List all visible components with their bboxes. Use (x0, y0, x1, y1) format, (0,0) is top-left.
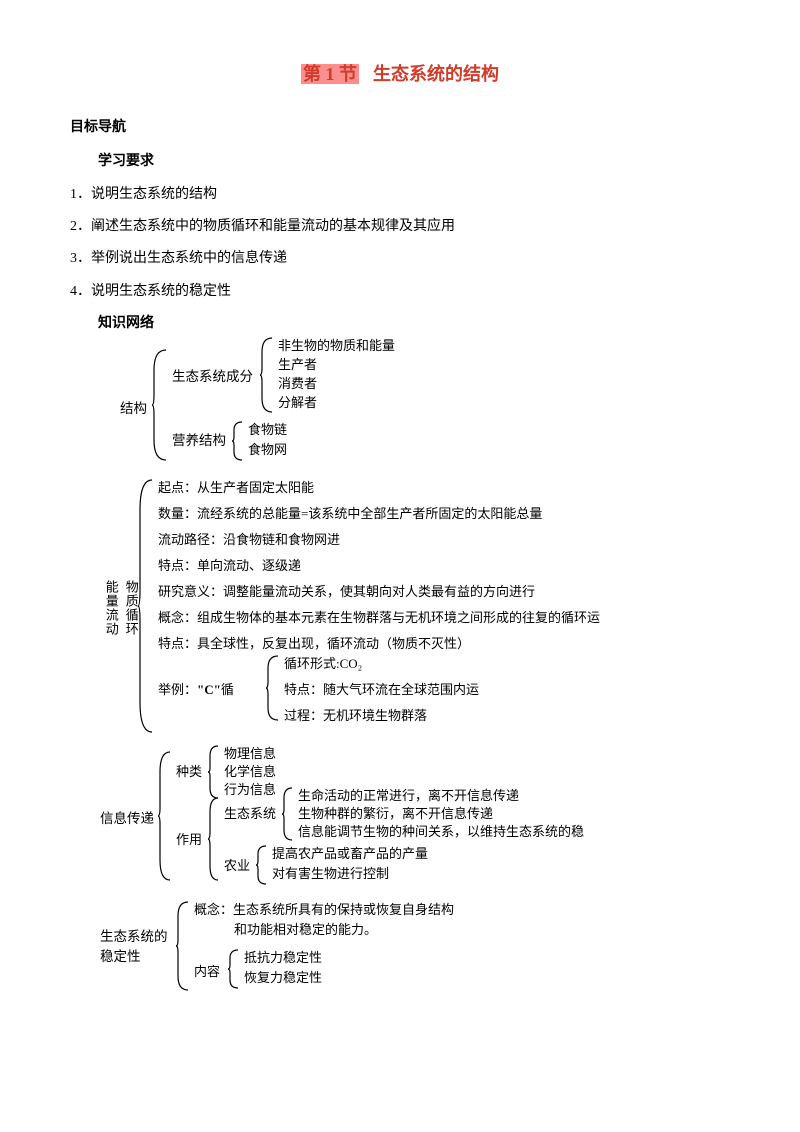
structure-root: 结构 (120, 398, 147, 420)
content-label: 内容 (194, 962, 220, 983)
ex-c: "C" (197, 682, 221, 697)
req-item: 3．举例说出生态系统中的信息传递 (70, 248, 730, 270)
info-root: 信息传递 (100, 808, 154, 830)
brace-icon (282, 788, 294, 840)
nutrition-item: 食物链 (248, 420, 287, 441)
brace-icon (228, 950, 240, 988)
brace-icon (176, 902, 190, 990)
ex-item: 过程：无机环境生物群落 (284, 706, 427, 727)
stability-item: 抵抗力稳定性 (244, 948, 322, 969)
agri-item: 提高农产品或畜产品的产量 (272, 844, 428, 865)
kind-item: 行为信息 (224, 780, 276, 801)
energy-line: 流动路径：沿食物链和食物网进 (158, 530, 340, 551)
page-title: 第 1 节生态系统的结构 (70, 60, 730, 89)
energy-line: 数量：流经系统的总能量=该系统中全部生产者所固定的太阳能总量 (158, 504, 542, 525)
brace-icon (158, 752, 172, 880)
component-item: 消费者 (278, 374, 317, 395)
stability-root2: 稳定性 (100, 946, 141, 968)
brace-icon (232, 422, 244, 460)
ex-after: 循 (221, 682, 234, 697)
energy-line: 起点：从生产者固定太阳能 (158, 478, 314, 499)
kind-label: 种类 (176, 762, 202, 783)
energy-tree: 能量流动 物质循环 起点：从生产者固定太阳能 数量：流经系统的总能量=该系统中全… (100, 480, 730, 740)
energy-line: 特点：单向流动、逐级递 (158, 556, 301, 577)
eco-item: 信息能调节生物的种间关系，以维持生态系统的稳 (298, 822, 584, 843)
structure-tree: 结构 生态系统成分 非生物的物质和能量 生产者 消费者 分解者 营养结构 食物链… (120, 344, 730, 472)
stability-tree: 生态系统的 稳定性 概念：生态系统所具有的保持或恢复自身结构 和功能相对稳定的能… (100, 900, 730, 1000)
nutrition-item: 食物网 (248, 440, 287, 461)
req-item: 4．说明生态系统的稳定性 (70, 281, 730, 303)
title-mid: 节 (339, 64, 357, 84)
title-num: 1 (326, 64, 335, 84)
brace-icon (256, 846, 268, 884)
stability-root1: 生态系统的 (100, 926, 168, 948)
nav-heading: 目标导航 (70, 117, 730, 139)
brace-icon (208, 746, 220, 798)
info-tree: 信息传递 种类 物理信息 化学信息 行为信息 作用 生态系统 生命活动的正常进行… (100, 748, 730, 898)
use-label: 作用 (176, 830, 202, 851)
component-item: 分解者 (278, 393, 317, 414)
brace-icon (266, 656, 280, 720)
title-rest: 生态系统的结构 (373, 64, 499, 84)
component-item: 非生物的物质和能量 (278, 336, 395, 357)
brace-icon (260, 338, 274, 412)
agri-label: 农业 (224, 856, 250, 877)
req-item: 1．说明生态系统的结构 (70, 184, 730, 206)
study-req-heading: 学习要求 (98, 151, 730, 173)
ex-item: 循环形式:CO₂ (284, 654, 362, 675)
component-item: 生产者 (278, 355, 317, 376)
ex-lbl: 举例： (158, 682, 197, 697)
agri-item: 对有害生物进行控制 (272, 864, 389, 885)
ex-item: 特点：随大气环流在全球范围内运 (284, 680, 479, 701)
stability-item: 恢复力稳定性 (244, 968, 322, 989)
req-item: 2．阐述生态系统中的物质循环和能量流动的基本规律及其应用 (70, 216, 730, 238)
brace-icon (152, 350, 168, 460)
brace-icon (138, 480, 154, 732)
energy-line: 研究意义：调整能量流动关系，使其朝向对人类最有益的方向进行 (158, 582, 535, 603)
concept-line2: 和功能相对稳定的能力。 (234, 920, 377, 941)
concept-lbl: 概念： (194, 902, 233, 917)
concept1: 生态系统所具有的保持或恢复自身结构 (233, 902, 454, 917)
example-label: 举例："C"循 (158, 680, 234, 701)
brace-icon (208, 798, 220, 880)
eco-label: 生态系统 (224, 804, 276, 825)
energy-line: 概念：组成生物体的基本元素在生物群落与无机环境之间形成的往复的循环运 (158, 608, 600, 629)
energy-line: 特点：具全球性，反复出现，循环流动（物质不灭性） (158, 634, 470, 655)
concept-line: 概念：生态系统所具有的保持或恢复自身结构 (194, 900, 454, 921)
title-prefix: 第 (303, 64, 321, 84)
components-label: 生态系统成分 (172, 366, 253, 388)
energy-vlabel: 能量流动 (100, 580, 121, 636)
network-heading: 知识网络 (98, 313, 730, 335)
nutrition-label: 营养结构 (172, 430, 226, 452)
